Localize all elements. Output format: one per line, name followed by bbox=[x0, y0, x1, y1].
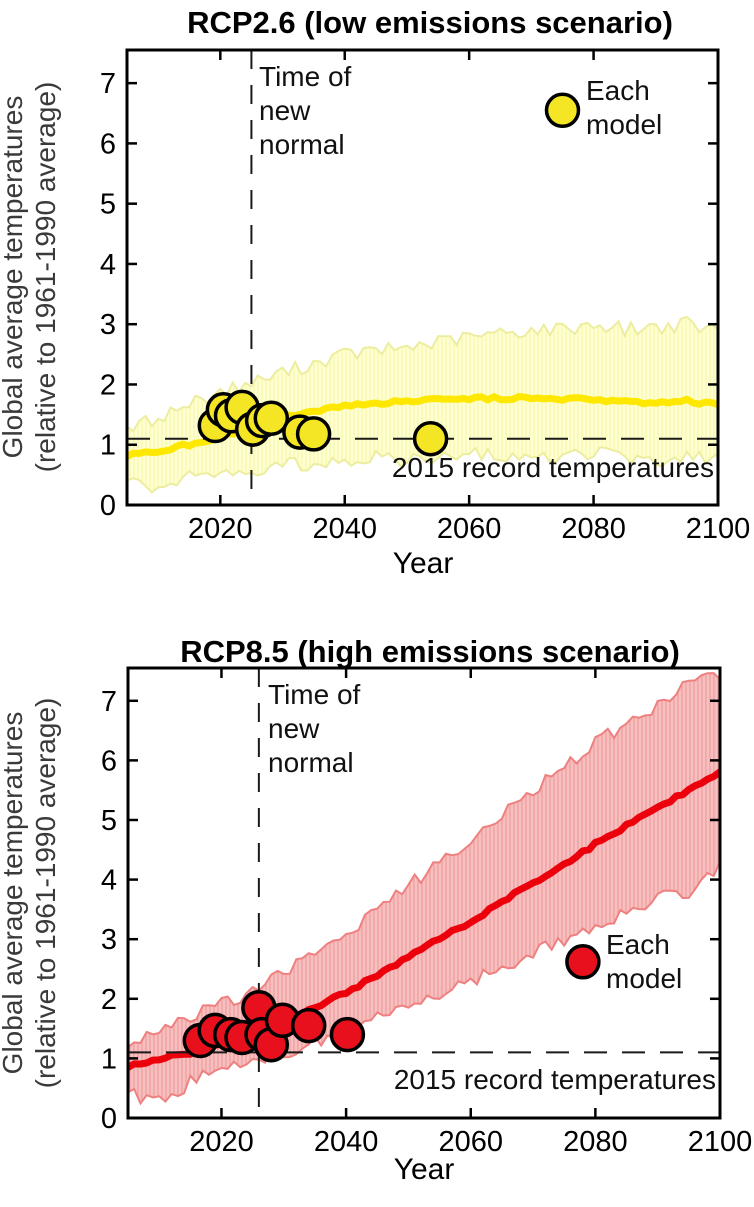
x-tick-label: 2080 bbox=[561, 513, 626, 545]
y-tick-label: 2 bbox=[101, 984, 117, 1016]
y-tick-label: 3 bbox=[100, 309, 116, 341]
y-tick-label: 7 bbox=[100, 68, 116, 100]
x-tick-label: 2060 bbox=[437, 513, 502, 545]
x-axis-label: Year bbox=[393, 547, 454, 580]
vline-label-line3: normal bbox=[268, 747, 354, 778]
plot-geometry: 0 1 2 3 4 5 6 7 2020 2040 2060 2080 2100 bbox=[101, 666, 753, 1158]
vline-label-line1: Time of bbox=[259, 61, 352, 92]
legend-label-line1: Each bbox=[606, 929, 670, 960]
x-tick-label: 2100 bbox=[686, 513, 751, 545]
chart-title: RCP8.5 (high emissions scenario) bbox=[180, 634, 680, 669]
hline-label: 2015 record temperatures bbox=[394, 1064, 716, 1095]
y-tick-label: 5 bbox=[101, 805, 117, 837]
y-tick-label: 4 bbox=[100, 249, 116, 281]
vline-label-line1: Time of bbox=[268, 679, 361, 710]
y-tick-label: 2 bbox=[100, 369, 116, 401]
model-dot bbox=[329, 1016, 366, 1053]
legend-label-line2: model bbox=[606, 963, 682, 994]
model-dot bbox=[290, 1007, 327, 1044]
x-tick-label: 2020 bbox=[188, 513, 253, 545]
y-tick-label: 6 bbox=[100, 128, 116, 160]
y-tick-label: 4 bbox=[101, 865, 117, 897]
y-axis-label-line2: (relative to 1961-1990 average) bbox=[30, 82, 61, 473]
vline-label-line2: new bbox=[259, 95, 311, 126]
rcp85-chart: 0 1 2 3 4 5 6 7 2020 2040 2060 2080 2100 RCP8.5 (hig… bbox=[0, 634, 753, 1186]
y-axis-label-line2: (relative to 1961-1990 average) bbox=[30, 698, 61, 1089]
chart-title: RCP2.6 (low emissions scenario) bbox=[187, 5, 673, 40]
model-dot bbox=[295, 416, 332, 452]
y-tick-label: 0 bbox=[100, 490, 116, 522]
plot-border bbox=[126, 666, 722, 1120]
x-tick-label: 2060 bbox=[438, 1126, 503, 1158]
model-dot bbox=[412, 420, 449, 457]
y-tick-label: 3 bbox=[101, 924, 117, 956]
y-axis-label-line1: Global average temperatures bbox=[0, 712, 28, 1075]
y-tick-label: 1 bbox=[100, 430, 116, 462]
vline-label-line2: new bbox=[268, 713, 320, 744]
x-tick-label: 2040 bbox=[314, 1126, 379, 1158]
x-axis-label: Year bbox=[394, 1153, 455, 1186]
legend-label-line2: model bbox=[586, 109, 662, 140]
y-tick-label: 0 bbox=[101, 1103, 117, 1135]
vline-label-line3: normal bbox=[259, 129, 345, 160]
legend-dot bbox=[565, 944, 601, 980]
legend-dot bbox=[544, 92, 581, 129]
legend-label-line1: Each bbox=[586, 75, 650, 106]
model-dot bbox=[253, 400, 290, 436]
y-tick-label: 1 bbox=[101, 1043, 117, 1075]
rcp26-chart: 0 1 2 3 4 5 6 7 2020 2040 2060 2080 2100 RCP2.6 (low… bbox=[0, 5, 751, 580]
hline-label: 2015 record temperatures bbox=[392, 452, 714, 483]
y-tick-label: 6 bbox=[101, 745, 117, 777]
y-tick-label: 7 bbox=[101, 686, 117, 718]
y-tick-label: 5 bbox=[100, 189, 116, 221]
uncertainty-band bbox=[128, 672, 720, 1106]
plot-geometry: 0 1 2 3 4 5 6 7 2020 2040 2060 2080 2100 bbox=[100, 48, 751, 545]
x-tick-label: 2040 bbox=[312, 513, 377, 545]
rcp85-chart-labels: RCP8.5 (high emissions scenario) Global … bbox=[0, 634, 716, 1186]
rcp26-chart-labels: RCP2.6 (low emissions scenario) Global a… bbox=[0, 5, 714, 580]
x-tick-label: 2100 bbox=[688, 1126, 753, 1158]
uncertainty-band bbox=[127, 315, 718, 494]
x-tick-label: 2080 bbox=[563, 1126, 628, 1158]
plot-border bbox=[125, 48, 720, 507]
y-axis-label-line1: Global average temperatures bbox=[0, 96, 28, 459]
x-tick-label: 2020 bbox=[189, 1126, 254, 1158]
